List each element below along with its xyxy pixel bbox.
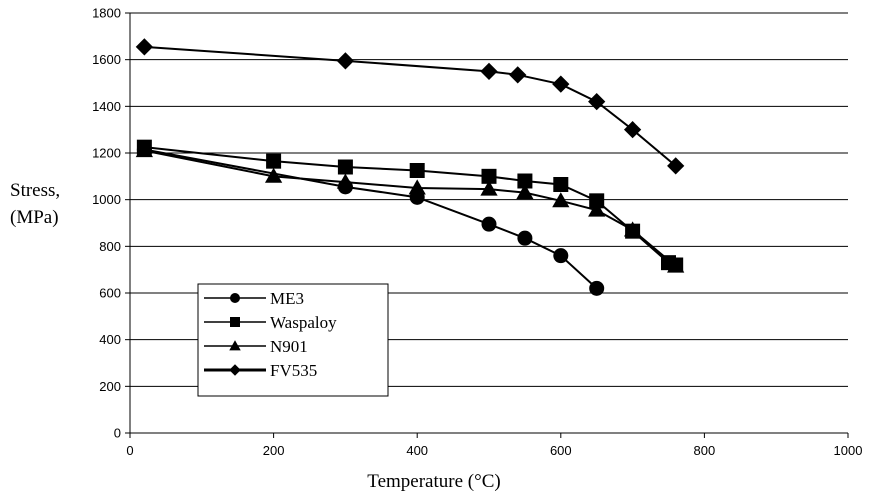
data-point: [623, 221, 642, 237]
y-tick-label: 800: [99, 239, 121, 254]
data-point: [517, 173, 533, 189]
y-tick-label: 1200: [92, 146, 121, 161]
series-lines: [135, 38, 685, 296]
data-point: [229, 340, 241, 351]
data-point: [481, 168, 497, 184]
legend-box: [197, 283, 389, 397]
data-point: [623, 121, 642, 139]
data-point: [588, 93, 606, 111]
series-line: [144, 148, 598, 290]
data-point: [408, 179, 426, 195]
x-tick-label: 600: [550, 443, 572, 458]
data-point: [264, 167, 283, 183]
y-tick-label: 600: [99, 286, 121, 301]
y-tick-label: 1400: [92, 99, 121, 114]
legend-label-waspaloy: Waspaloy: [270, 313, 337, 332]
data-point: [135, 38, 153, 56]
data-point: [135, 142, 153, 158]
data-point: [480, 180, 498, 196]
series-line: [144, 149, 677, 267]
data-point: [552, 192, 570, 208]
y-tick-label: 0: [114, 426, 121, 441]
data-point: [336, 52, 355, 70]
data-point: [588, 201, 606, 217]
data-point: [517, 230, 533, 246]
data-point: [589, 280, 605, 296]
data-point: [266, 153, 282, 169]
y-tick-label: 1000: [92, 192, 121, 207]
x-tick-label: 800: [694, 443, 716, 458]
data-point: [230, 317, 240, 327]
data-point: [409, 163, 425, 178]
series-n901: [135, 142, 685, 273]
series-line: [144, 45, 677, 167]
y-axis-label-line-2: (MPa): [10, 207, 59, 228]
data-point: [230, 293, 240, 303]
data-point: [516, 184, 534, 200]
legend-label-fv535: FV535: [270, 361, 317, 380]
y-tick-label: 400: [99, 332, 121, 347]
data-point: [667, 157, 685, 175]
data-point: [553, 177, 569, 192]
series-me3: [136, 142, 605, 296]
axes: [125, 12, 849, 438]
y-tick-labels: 0 200 400 600 800 1000 1200 1400 1600 1800: [92, 6, 121, 441]
x-tick-label: 0: [126, 443, 133, 458]
y-tick-label: 200: [99, 379, 121, 394]
data-point: [336, 173, 355, 189]
y-tick-label: 1600: [92, 52, 121, 67]
data-point: [553, 248, 569, 264]
legend-label-me3: ME3: [270, 289, 304, 308]
data-point: [337, 159, 353, 175]
y-tick-label: 1800: [92, 6, 121, 21]
data-point: [509, 66, 527, 84]
x-tick-labels: 0 200 400 600 800 1000: [126, 443, 862, 458]
x-tick-label: 200: [263, 443, 285, 458]
x-tick-label: 400: [406, 443, 428, 458]
x-axis-label: Temperature (°C): [367, 471, 500, 491]
data-point: [229, 364, 241, 376]
data-point: [589, 193, 605, 209]
data-point: [667, 257, 685, 273]
series-waspaloy: [136, 139, 684, 273]
y-axis-label-line-1: Stress,: [10, 180, 60, 201]
data-point: [481, 216, 497, 232]
data-point: [552, 75, 570, 93]
legend: ME3 Waspaloy N901 FV535: [197, 283, 389, 397]
x-tick-label: 1000: [834, 443, 863, 458]
series-fv535: [135, 38, 685, 175]
legend-label-n901: N901: [270, 337, 308, 356]
data-point: [480, 62, 498, 80]
